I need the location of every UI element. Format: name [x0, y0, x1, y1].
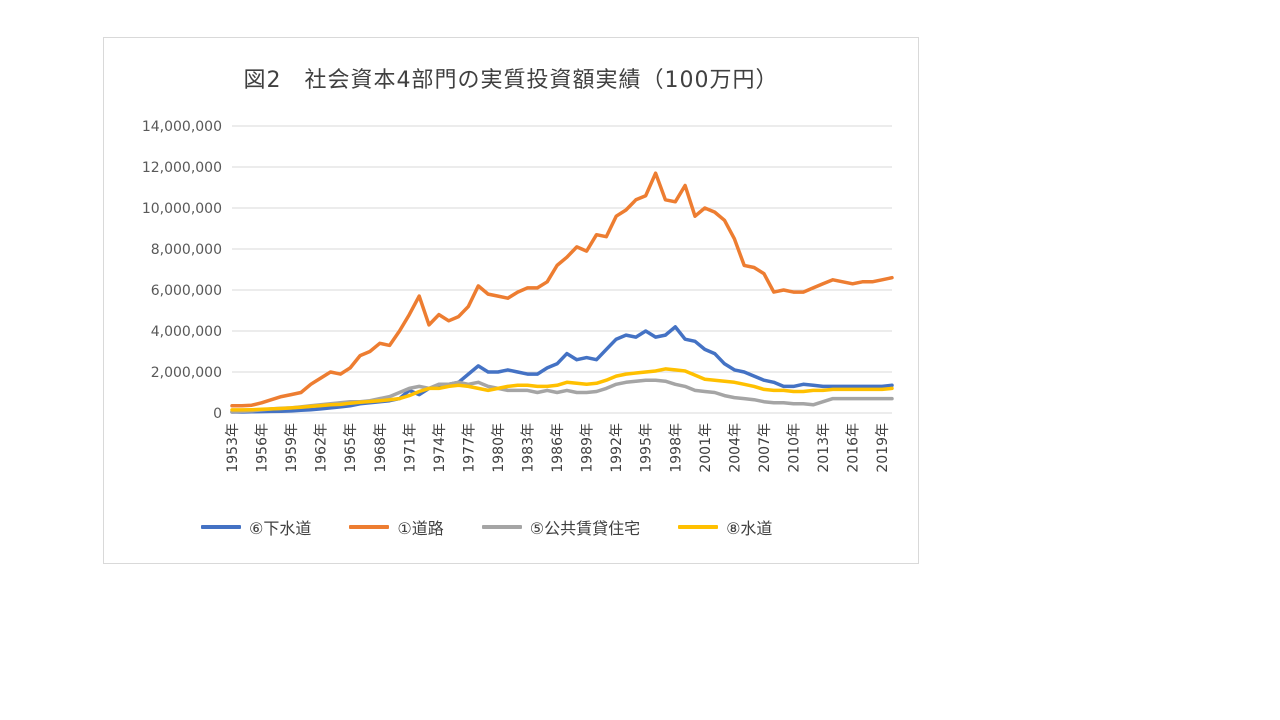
legend-swatch — [349, 525, 390, 529]
x-tick-label: 2010年 — [786, 423, 802, 473]
line-chart: 14,000,000 12,000,000 10,000,000 8,000,000 6… — [142, 119, 894, 473]
x-tick-label: 2013年 — [816, 423, 832, 473]
legend-label: ⑥下水道 — [249, 519, 312, 538]
chart-frame: 図2 社会資本4部門の実質投資額実績（100万円） 14,000,000 12,0… — [103, 37, 919, 564]
y-tick-label: 10,000,000 — [142, 201, 222, 217]
x-tick-label: 2007年 — [757, 423, 773, 473]
y-tick-label: 4,000,000 — [151, 324, 222, 340]
y-tick-label: 8,000,000 — [151, 242, 222, 258]
legend-item: ①道路 — [349, 515, 444, 539]
x-tick-label: 1974年 — [432, 423, 448, 473]
x-tick-label: 1995年 — [639, 423, 655, 473]
x-tick-label: 1962年 — [314, 423, 330, 473]
series-line-1 — [230, 171, 894, 408]
y-tick-label: 12,000,000 — [142, 160, 222, 176]
legend-swatch — [481, 525, 522, 529]
x-tick-label: 1968年 — [373, 423, 389, 473]
x-tick-label: 1986年 — [550, 423, 566, 473]
legend-label: ⑧水道 — [726, 519, 773, 538]
legend-item: ⑥下水道 — [201, 515, 311, 539]
series-line-0 — [230, 325, 894, 414]
x-tick-label: 1998年 — [668, 423, 684, 473]
y-tick-label: 2,000,000 — [151, 365, 222, 381]
x-tick-label: 1989年 — [580, 423, 596, 473]
x-tick-label: 1953年 — [225, 423, 241, 473]
x-tick-label: 1956年 — [255, 423, 271, 473]
legend-label: ①道路 — [397, 519, 444, 538]
x-tick-label: 2019年 — [875, 423, 891, 473]
legend-swatch — [678, 525, 719, 529]
legend-swatch — [201, 525, 241, 529]
x-tick-label: 2001年 — [698, 423, 714, 473]
x-tick-label: 1980年 — [491, 423, 507, 473]
x-tick-label: 1965年 — [343, 423, 359, 473]
x-tick-label: 1971年 — [402, 423, 418, 473]
legend-item: ⑤公共賃貸住宅 — [481, 515, 641, 539]
chart-title: 図2 社会資本4部門の実質投資額実績（100万円） — [243, 68, 779, 93]
x-tick-label: 1983年 — [521, 423, 537, 473]
y-tick-label: 6,000,000 — [151, 283, 222, 299]
legend: ⑥下水道 ①道路 ⑤公共賃貸住宅 ⑧水道 — [201, 515, 810, 539]
y-tick-label: 14,000,000 — [142, 119, 222, 135]
x-tick-label: 1959年 — [284, 423, 300, 473]
series-line-3 — [230, 367, 894, 412]
x-tick-label: 1992年 — [609, 423, 625, 473]
x-tick-label: 2004年 — [727, 423, 743, 473]
legend-label: ⑤公共賃貸住宅 — [529, 519, 641, 538]
x-tick-label: 2016年 — [846, 423, 862, 473]
x-tick-label: 1977年 — [461, 423, 477, 473]
legend-item: ⑧水道 — [678, 515, 772, 539]
y-tick-label: 0 — [213, 406, 222, 422]
